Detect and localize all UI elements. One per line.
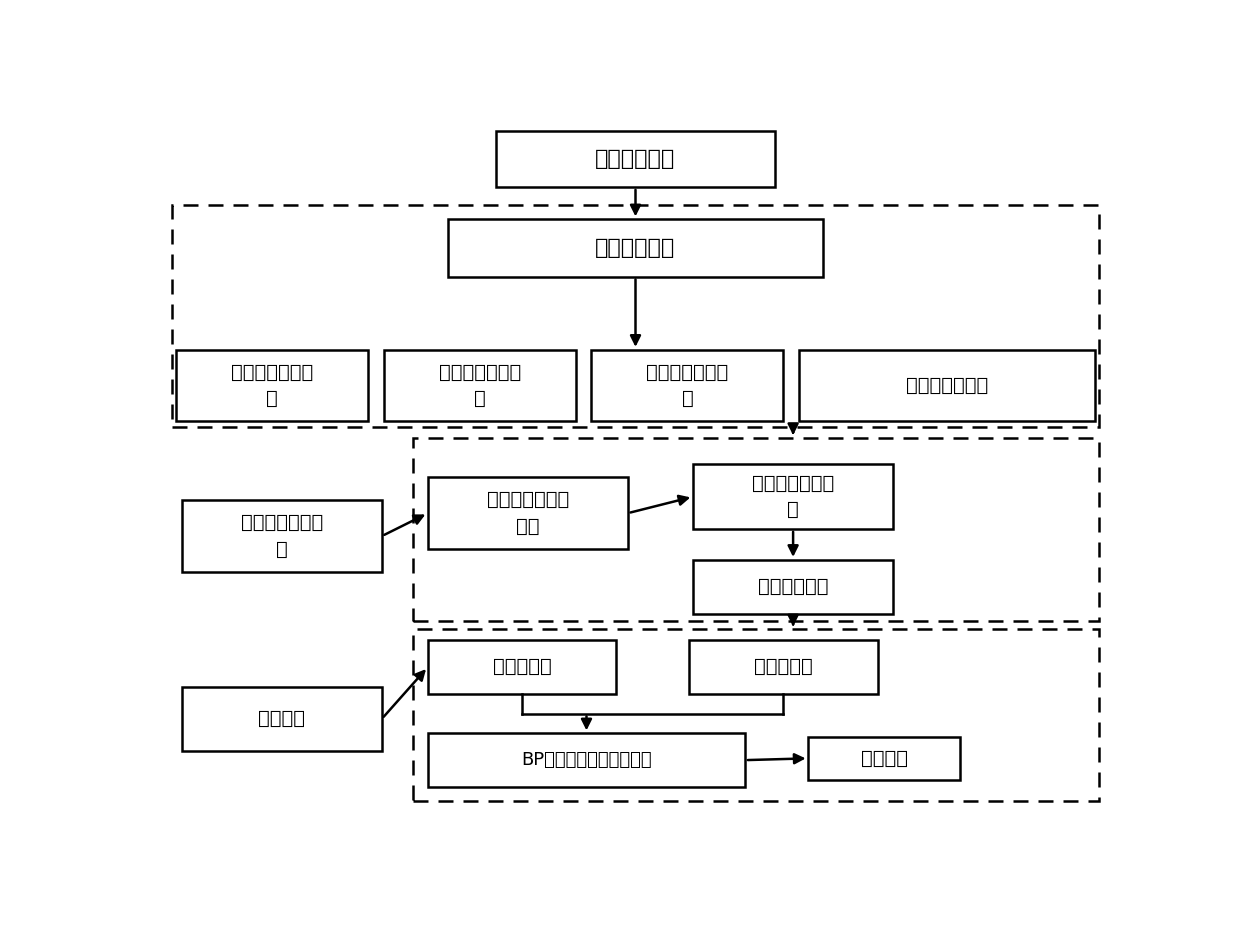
Bar: [689, 640, 878, 694]
Bar: [428, 478, 627, 549]
Bar: [808, 736, 960, 780]
Bar: [799, 350, 1095, 422]
Bar: [182, 687, 382, 751]
Bar: [496, 131, 775, 187]
Text: 地缘侧循环水量: 地缘侧循环水量: [905, 376, 988, 395]
Text: 地热系统建模: 地热系统建模: [595, 149, 676, 169]
Bar: [172, 205, 1099, 427]
Text: 正常数据集: 正常数据集: [754, 657, 813, 677]
Text: 故障诊断: 故障诊断: [258, 709, 305, 728]
Bar: [383, 350, 575, 422]
Bar: [693, 465, 893, 529]
Bar: [428, 734, 745, 787]
Text: 模型预设故障: 模型预设故障: [595, 238, 676, 258]
Text: 提取数据建立数
据库: 提取数据建立数 据库: [487, 491, 569, 536]
Bar: [591, 350, 784, 422]
Text: 提取特征向量: 提取特征向量: [758, 577, 828, 596]
Bar: [182, 500, 382, 572]
Text: 故障数据特征提
取: 故障数据特征提 取: [241, 513, 322, 559]
Text: 诊断结果: 诊断结果: [861, 749, 908, 768]
Bar: [413, 629, 1099, 802]
Text: 热泵换热前后温
差: 热泵换热前后温 差: [646, 363, 729, 409]
Text: 地热井供回水温
度: 地热井供回水温 度: [231, 363, 314, 409]
Text: 故障数据集: 故障数据集: [492, 657, 552, 677]
Bar: [428, 640, 616, 694]
Bar: [176, 350, 368, 422]
Bar: [693, 560, 893, 614]
Text: BP神经网络故障预测模型: BP神经网络故障预测模型: [521, 751, 652, 769]
Bar: [413, 438, 1099, 621]
Bar: [448, 220, 823, 277]
Text: 换热器供回水温
度: 换热器供回水温 度: [439, 363, 521, 409]
Text: 小波变换故障定
位: 小波变换故障定 位: [751, 474, 835, 519]
